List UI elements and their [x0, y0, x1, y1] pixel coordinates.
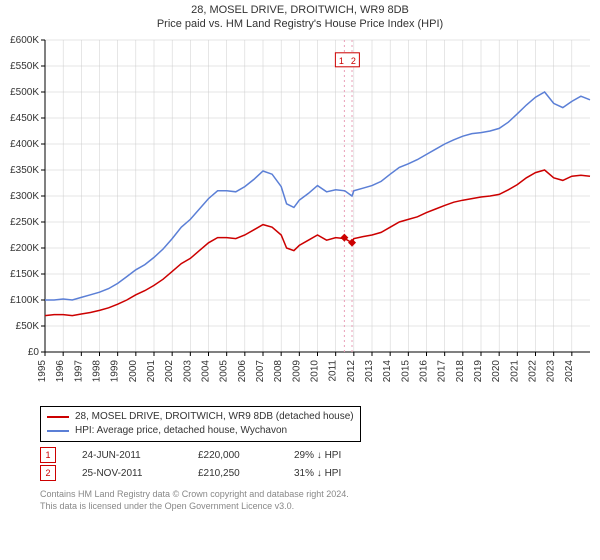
svg-text:2020: 2020 — [491, 360, 502, 383]
svg-text:2001: 2001 — [146, 360, 157, 383]
svg-text:£0: £0 — [28, 347, 40, 358]
svg-text:2017: 2017 — [437, 360, 448, 383]
chart-svg: £0 £50K £100K £150K £200K £250K £300K £350K £400… — [0, 32, 600, 402]
svg-text:1996: 1996 — [55, 360, 66, 383]
svg-text:£50K: £50K — [16, 321, 40, 332]
svg-text:2016: 2016 — [419, 360, 430, 383]
svg-text:£200K: £200K — [10, 243, 39, 254]
svg-text:2013: 2013 — [364, 360, 375, 383]
svg-text:2012: 2012 — [346, 360, 357, 383]
svg-text:£250K: £250K — [10, 217, 39, 228]
price-chart: £0 £50K £100K £150K £200K £250K £300K £350K £400… — [0, 32, 600, 402]
legend-swatch — [47, 416, 69, 418]
svg-text:2011: 2011 — [328, 360, 339, 382]
sale-badge: 2 — [40, 465, 56, 481]
footer: Contains HM Land Registry data © Crown c… — [40, 488, 588, 512]
legend-row: 28, MOSEL DRIVE, DROITWICH, WR9 8DB (det… — [47, 410, 354, 424]
svg-text:1999: 1999 — [110, 360, 121, 383]
legend-swatch — [47, 430, 69, 432]
svg-text:£350K: £350K — [10, 165, 39, 176]
svg-text:2019: 2019 — [473, 360, 484, 383]
svg-text:2014: 2014 — [382, 360, 393, 383]
svg-text:£400K: £400K — [10, 139, 39, 150]
svg-text:2015: 2015 — [400, 360, 411, 383]
svg-text:£500K: £500K — [10, 87, 39, 98]
svg-text:1: 1 — [339, 56, 344, 66]
svg-text:2024: 2024 — [564, 360, 575, 383]
sale-date: 24-JUN-2011 — [82, 450, 172, 461]
legend-label: HPI: Average price, detached house, Wych… — [75, 424, 287, 438]
svg-text:£100K: £100K — [10, 295, 39, 306]
sale-row: 1 24-JUN-2011 £220,000 29% ↓ HPI — [40, 446, 588, 464]
svg-text:2004: 2004 — [201, 360, 212, 383]
svg-text:2007: 2007 — [255, 360, 266, 383]
svg-text:£300K: £300K — [10, 191, 39, 202]
sale-row: 2 25-NOV-2011 £210,250 31% ↓ HPI — [40, 464, 588, 482]
sale-badge: 1 — [40, 447, 56, 463]
sale-note: 29% ↓ HPI — [294, 450, 384, 461]
svg-text:2002: 2002 — [164, 360, 175, 383]
svg-text:2006: 2006 — [237, 360, 248, 383]
svg-text:2009: 2009 — [291, 360, 302, 383]
svg-text:£150K: £150K — [10, 269, 39, 280]
svg-text:£550K: £550K — [10, 61, 39, 72]
sale-price: £220,000 — [198, 450, 268, 461]
svg-text:2021: 2021 — [509, 360, 520, 383]
svg-text:2022: 2022 — [528, 360, 539, 383]
page-subtitle: Price paid vs. HM Land Registry's House … — [0, 18, 600, 30]
legend: 28, MOSEL DRIVE, DROITWICH, WR9 8DB (det… — [40, 406, 361, 442]
svg-text:2010: 2010 — [310, 360, 321, 383]
svg-text:2: 2 — [351, 56, 356, 66]
legend-row: HPI: Average price, detached house, Wych… — [47, 424, 354, 438]
svg-text:2005: 2005 — [219, 360, 230, 383]
svg-text:2003: 2003 — [182, 360, 193, 383]
svg-text:1997: 1997 — [73, 360, 84, 383]
svg-text:2000: 2000 — [128, 360, 139, 383]
svg-text:£600K: £600K — [10, 35, 39, 46]
svg-text:2008: 2008 — [273, 360, 284, 383]
page-title: 28, MOSEL DRIVE, DROITWICH, WR9 8DB — [0, 4, 600, 16]
svg-text:1998: 1998 — [92, 360, 103, 383]
footer-line-1: Contains HM Land Registry data © Crown c… — [40, 488, 588, 500]
footer-line-2: This data is licensed under the Open Gov… — [40, 500, 588, 512]
sale-note: 31% ↓ HPI — [294, 468, 384, 479]
sales-table: 1 24-JUN-2011 £220,000 29% ↓ HPI 2 25-NOV-201… — [40, 446, 588, 482]
svg-text:£450K: £450K — [10, 113, 39, 124]
svg-text:1995: 1995 — [37, 360, 48, 383]
svg-text:2023: 2023 — [546, 360, 557, 383]
svg-text:2018: 2018 — [455, 360, 466, 383]
legend-label: 28, MOSEL DRIVE, DROITWICH, WR9 8DB (det… — [75, 410, 354, 424]
sale-price: £210,250 — [198, 468, 268, 479]
sale-date: 25-NOV-2011 — [82, 468, 172, 479]
